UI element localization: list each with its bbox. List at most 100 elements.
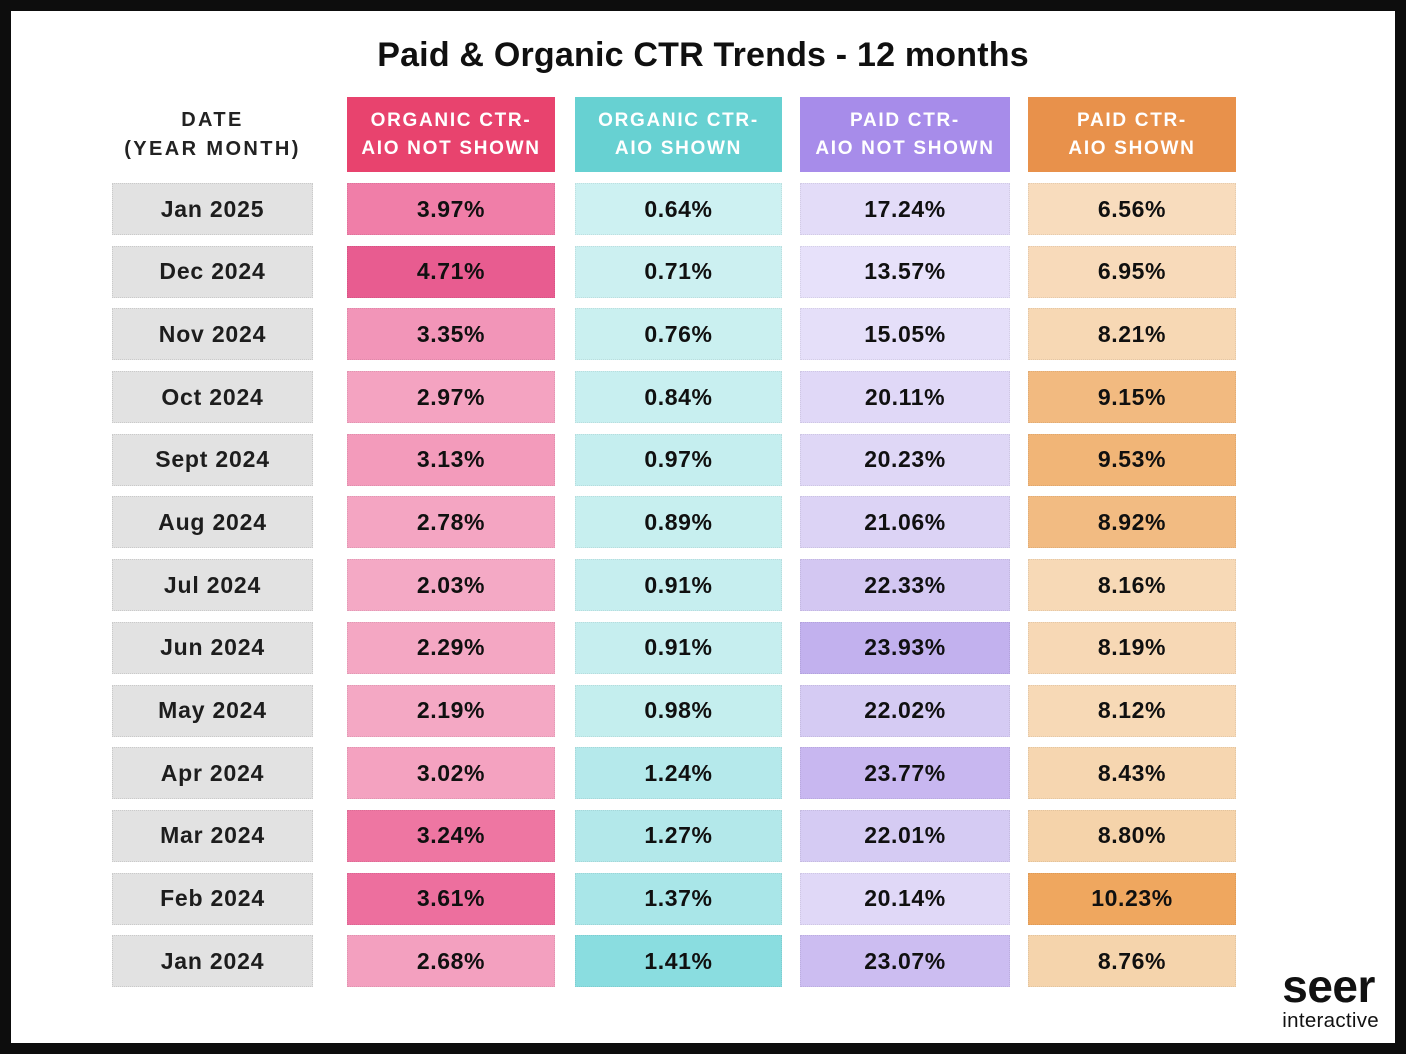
header-line2: AIO NOT SHOWN — [815, 137, 995, 159]
date-cell: Jan 2025 — [112, 183, 313, 235]
value-cell-paid-ctr-aio-not-shown: 23.77% — [800, 747, 1010, 800]
value-cell-paid-ctr-aio-shown: 8.92% — [1028, 496, 1236, 549]
value-cell-organic-ctr-aio-not-shown: 3.61% — [347, 872, 555, 925]
value-cell-paid-ctr-aio-shown: 9.15% — [1028, 371, 1236, 424]
table-row: Jan 2025 3.97% 0.64% 17.24% 6.56% — [112, 183, 1236, 235]
date-cell: Feb 2024 — [112, 872, 313, 925]
value-cell-paid-ctr-aio-shown: 6.95% — [1028, 245, 1236, 298]
table-row: Mar 2024 3.24% 1.27% 22.01% 8.80% — [112, 809, 1236, 862]
header-line1: PAID CTR- — [1077, 109, 1187, 131]
column-header-paid-ctr-aio-shown: PAID CTR- AIO SHOWN — [1028, 97, 1236, 172]
date-cell: Jan 2024 — [112, 935, 313, 988]
value-cell-paid-ctr-aio-not-shown: 22.33% — [800, 559, 1010, 612]
value-cell-organic-ctr-aio-not-shown: 2.78% — [347, 496, 555, 549]
value-cell-organic-ctr-aio-shown: 0.98% — [575, 684, 782, 737]
value-cell-paid-ctr-aio-shown: 8.21% — [1028, 308, 1236, 361]
header-line2: AIO SHOWN — [614, 137, 743, 159]
value-cell-organic-ctr-aio-not-shown: 3.24% — [347, 809, 555, 862]
date-cell: May 2024 — [112, 684, 313, 737]
value-cell-paid-ctr-aio-not-shown: 22.01% — [800, 809, 1010, 862]
value-cell-organic-ctr-aio-not-shown: 3.97% — [347, 183, 555, 235]
table-row: Aug 2024 2.78% 0.89% 21.06% 8.92% — [112, 496, 1236, 549]
table-row: Nov 2024 3.35% 0.76% 15.05% 8.21% — [112, 308, 1236, 361]
table-row: May 2024 2.19% 0.98% 22.02% 8.12% — [112, 684, 1236, 737]
table-row: Dec 2024 4.71% 0.71% 13.57% 6.95% — [112, 245, 1236, 298]
value-cell-organic-ctr-aio-shown: 1.41% — [575, 935, 782, 988]
value-cell-paid-ctr-aio-shown: 10.23% — [1028, 872, 1236, 925]
date-cell: Mar 2024 — [112, 809, 313, 862]
table-row: Oct 2024 2.97% 0.84% 20.11% 9.15% — [112, 371, 1236, 424]
value-cell-paid-ctr-aio-not-shown: 15.05% — [800, 308, 1010, 361]
date-cell: Sept 2024 — [112, 433, 313, 486]
value-cell-paid-ctr-aio-shown: 8.76% — [1028, 935, 1236, 988]
value-cell-organic-ctr-aio-shown: 0.91% — [575, 559, 782, 612]
value-cell-paid-ctr-aio-shown: 9.53% — [1028, 433, 1236, 486]
column-header-organic-ctr-aio-not-shown: ORGANIC CTR- AIO NOT SHOWN — [347, 97, 555, 172]
date-cell: Jun 2024 — [112, 621, 313, 674]
value-cell-organic-ctr-aio-shown: 0.71% — [575, 245, 782, 298]
table-body: Jan 2025 3.97% 0.64% 17.24% 6.56% Dec 2024 4.7… — [112, 183, 1236, 988]
column-header-paid-ctr-aio-not-shown: PAID CTR- AIO NOT SHOWN — [800, 97, 1010, 172]
value-cell-paid-ctr-aio-not-shown: 20.11% — [800, 371, 1010, 424]
value-cell-paid-ctr-aio-not-shown: 20.23% — [800, 433, 1010, 486]
table-header-row: DATE (YEAR MONTH) ORGANIC CTR- AIO NOT S… — [112, 97, 1236, 172]
value-cell-paid-ctr-aio-not-shown: 20.14% — [800, 872, 1010, 925]
table-row: Jan 2024 2.68% 1.41% 23.07% 8.76% — [112, 935, 1236, 988]
value-cell-organic-ctr-aio-shown: 0.64% — [575, 183, 782, 235]
column-header-date: DATE (YEAR MONTH) — [112, 97, 313, 172]
value-cell-organic-ctr-aio-not-shown: 2.29% — [347, 621, 555, 674]
value-cell-organic-ctr-aio-shown: 1.37% — [575, 872, 782, 925]
value-cell-organic-ctr-aio-not-shown: 3.35% — [347, 308, 555, 361]
header-line1: PAID CTR- — [850, 109, 960, 131]
value-cell-organic-ctr-aio-shown: 1.27% — [575, 809, 782, 862]
header-line2: AIO NOT SHOWN — [361, 137, 541, 159]
table-row: Apr 2024 3.02% 1.24% 23.77% 8.43% — [112, 747, 1236, 800]
value-cell-organic-ctr-aio-shown: 0.84% — [575, 371, 782, 424]
date-header-line2: (YEAR MONTH) — [124, 137, 301, 160]
date-header-line1: DATE — [181, 108, 244, 131]
value-cell-organic-ctr-aio-not-shown: 3.02% — [347, 747, 555, 800]
value-cell-organic-ctr-aio-not-shown: 2.03% — [347, 559, 555, 612]
value-cell-paid-ctr-aio-not-shown: 23.93% — [800, 621, 1010, 674]
table-row: Sept 2024 3.13% 0.97% 20.23% 9.53% — [112, 433, 1236, 486]
value-cell-organic-ctr-aio-shown: 0.91% — [575, 621, 782, 674]
ctr-heatmap-table: DATE (YEAR MONTH) ORGANIC CTR- AIO NOT S… — [112, 97, 1236, 998]
value-cell-organic-ctr-aio-shown: 0.89% — [575, 496, 782, 549]
date-cell: Aug 2024 — [112, 496, 313, 549]
header-line1: ORGANIC CTR- — [598, 109, 759, 131]
value-cell-paid-ctr-aio-not-shown: 22.02% — [800, 684, 1010, 737]
header-line1: ORGANIC CTR- — [370, 109, 532, 131]
value-cell-paid-ctr-aio-not-shown: 17.24% — [800, 183, 1010, 235]
value-cell-paid-ctr-aio-shown: 8.19% — [1028, 621, 1236, 674]
seer-logo-sub: interactive — [1282, 1009, 1379, 1032]
table-row: Jun 2024 2.29% 0.91% 23.93% 8.19% — [112, 621, 1236, 674]
value-cell-organic-ctr-aio-shown: 0.97% — [575, 433, 782, 486]
value-cell-paid-ctr-aio-shown: 8.80% — [1028, 809, 1236, 862]
value-cell-organic-ctr-aio-shown: 0.76% — [575, 308, 782, 361]
date-cell: Oct 2024 — [112, 371, 313, 424]
value-cell-organic-ctr-aio-not-shown: 2.68% — [347, 935, 555, 988]
table-row: Jul 2024 2.03% 0.91% 22.33% 8.16% — [112, 559, 1236, 612]
value-cell-paid-ctr-aio-shown: 8.12% — [1028, 684, 1236, 737]
value-cell-paid-ctr-aio-not-shown: 21.06% — [800, 496, 1010, 549]
page-title: Paid & Organic CTR Trends - 12 months — [377, 36, 1029, 74]
table-row: Feb 2024 3.61% 1.37% 20.14% 10.23% — [112, 872, 1236, 925]
column-header-organic-ctr-aio-shown: ORGANIC CTR- AIO SHOWN — [575, 97, 782, 172]
header-line2: AIO SHOWN — [1068, 137, 1196, 159]
value-cell-paid-ctr-aio-not-shown: 13.57% — [800, 245, 1010, 298]
value-cell-organic-ctr-aio-not-shown: 2.19% — [347, 684, 555, 737]
seer-logo: seer interactive — [1282, 963, 1379, 1033]
value-cell-organic-ctr-aio-not-shown: 3.13% — [347, 433, 555, 486]
date-cell: Nov 2024 — [112, 308, 313, 361]
value-cell-paid-ctr-aio-shown: 8.16% — [1028, 559, 1236, 612]
value-cell-organic-ctr-aio-not-shown: 4.71% — [347, 245, 555, 298]
date-cell: Jul 2024 — [112, 559, 313, 612]
value-cell-paid-ctr-aio-shown: 6.56% — [1028, 183, 1236, 235]
value-cell-organic-ctr-aio-shown: 1.24% — [575, 747, 782, 800]
value-cell-paid-ctr-aio-shown: 8.43% — [1028, 747, 1236, 800]
date-cell: Apr 2024 — [112, 747, 313, 800]
value-cell-organic-ctr-aio-not-shown: 2.97% — [347, 371, 555, 424]
seer-logo-brand: seer — [1282, 960, 1375, 1012]
value-cell-paid-ctr-aio-not-shown: 23.07% — [800, 935, 1010, 988]
